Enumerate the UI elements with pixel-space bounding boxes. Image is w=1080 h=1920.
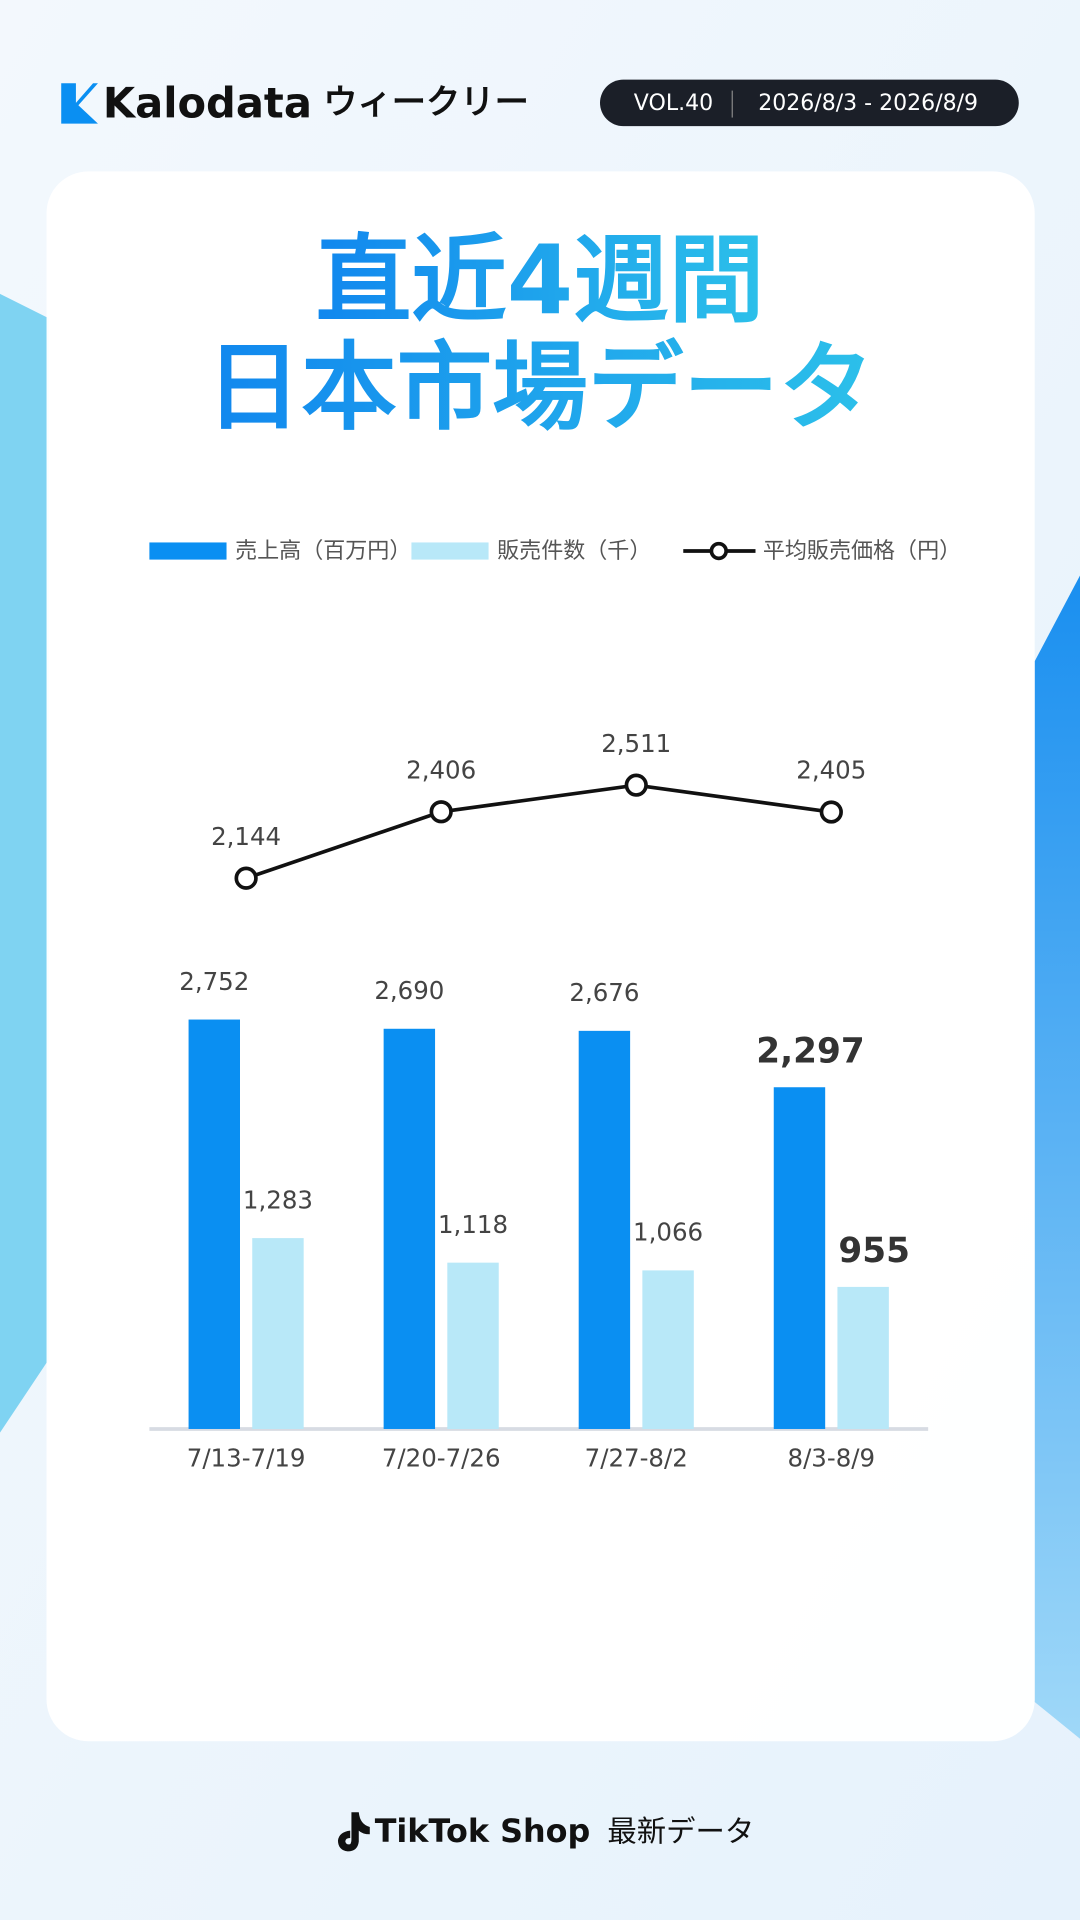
legend-label: 売上高（百万円） — [235, 539, 411, 564]
side-decor — [1034, 575, 1080, 1739]
bar — [773, 1087, 826, 1429]
badge — [600, 79, 1019, 127]
title-line: 直近4週間 — [316, 224, 764, 336]
legend-label: 平均販売価格（円） — [763, 539, 961, 564]
chart: 売上高（百万円） 販売件数（千） 平均販売価格（円） 2,752 2,690 2,676 2… — [149, 539, 961, 1473]
value-label: 2,752 — [179, 967, 249, 996]
legend-marker — [709, 541, 728, 561]
bar — [252, 1238, 304, 1429]
line — [245, 783, 832, 880]
footer-brand: TikTok Shop — [375, 1812, 591, 1850]
line-marker — [819, 800, 843, 824]
series-name: ウィークリー — [323, 83, 529, 123]
bar — [188, 1019, 240, 1429]
title-line: 日本市場データ — [206, 332, 875, 444]
x-tick-label: 7/27-8/2 — [585, 1444, 688, 1473]
value-label: 2,690 — [374, 976, 444, 1005]
value-label: 2,676 — [569, 978, 639, 1007]
bar — [642, 1270, 694, 1429]
bar — [837, 1286, 889, 1429]
x-tick-label: 7/20-7/26 — [382, 1444, 501, 1473]
bar — [578, 1030, 631, 1429]
value-label: 1,118 — [438, 1210, 508, 1239]
line-marker — [624, 773, 648, 797]
value-label: 1,283 — [243, 1185, 313, 1214]
legend-swatch — [411, 542, 489, 560]
legend-label: 販売件数（千） — [497, 539, 651, 564]
period: 2026/8/3 - 2026/8/9 — [758, 91, 978, 116]
line-marker — [429, 800, 453, 824]
bar — [447, 1262, 499, 1429]
value-label: 955 — [838, 1231, 910, 1271]
value-label: 2,144 — [211, 822, 281, 851]
line-marker — [234, 866, 258, 890]
side-decor — [0, 293, 49, 1433]
logo-icon — [61, 83, 98, 124]
volume: VOL.40 — [634, 91, 713, 116]
x-tick-label: 8/3-8/9 — [788, 1444, 876, 1473]
footer-caption: 最新データ — [607, 1815, 754, 1849]
value-label: 2,405 — [796, 756, 866, 785]
value-label: 2,297 — [756, 1031, 864, 1071]
legend-swatch — [149, 542, 227, 560]
x-tick-label: 7/13-7/19 — [187, 1444, 306, 1473]
tiktok-icon — [337, 1812, 370, 1852]
value-label: 2,511 — [601, 729, 671, 758]
bar — [383, 1028, 436, 1429]
brand: Kalodata — [103, 79, 312, 128]
value-label: 2,406 — [406, 755, 476, 784]
value-label: 1,066 — [633, 1218, 703, 1247]
